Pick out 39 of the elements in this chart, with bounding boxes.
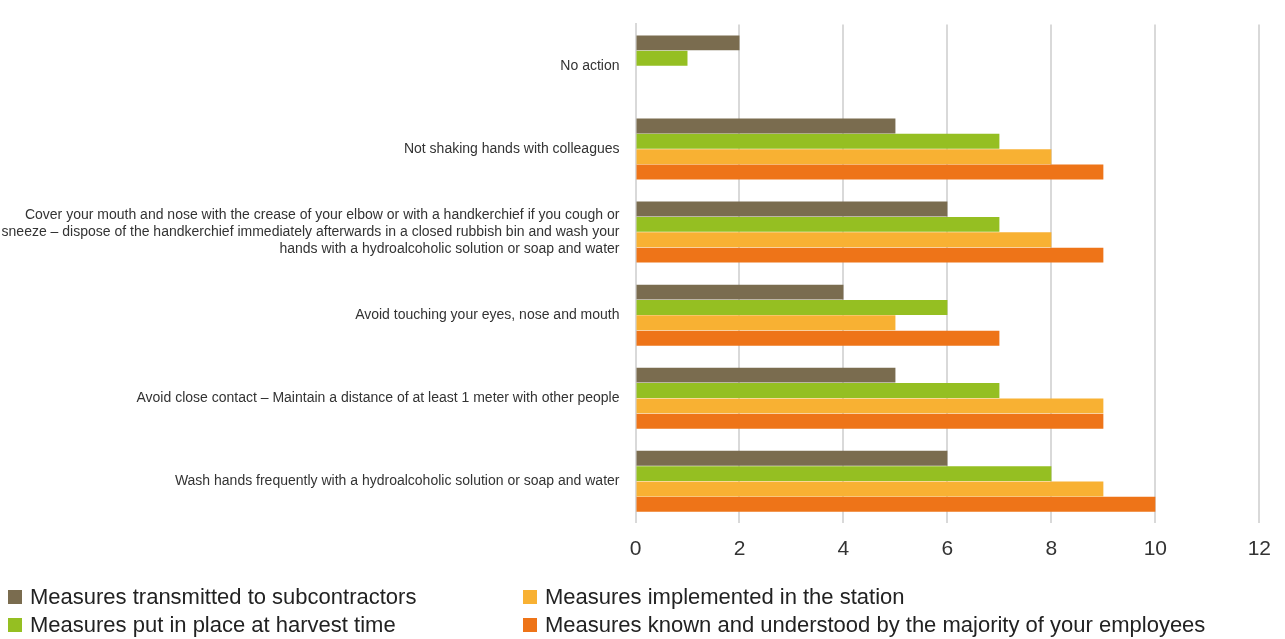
x-tick-label: 6 (941, 536, 954, 560)
bar (636, 383, 1000, 398)
x-tick-label: 12 (1247, 536, 1271, 560)
bar (636, 315, 896, 331)
bar (636, 201, 948, 217)
bar (636, 133, 1000, 149)
y-tick-label: No action (560, 56, 620, 73)
y-tick-label: Wash hands frequently with a hydroalcoholic solution or soap and water (174, 472, 620, 489)
bar (636, 50, 688, 66)
bar (636, 330, 1000, 346)
bar (636, 118, 896, 134)
bar (636, 413, 1104, 429)
bar (636, 247, 1104, 263)
bar (636, 450, 948, 466)
bar (636, 216, 1000, 232)
bar (636, 481, 1104, 497)
bar (636, 164, 1104, 180)
bar (636, 300, 948, 315)
bar (636, 232, 1052, 248)
bar (636, 496, 1156, 512)
x-tick-label: 2 (733, 536, 746, 560)
y-tick-label: Not shaking hands with colleagues (403, 139, 620, 156)
legend-label: Measures known and understood by the majority of your employees (545, 612, 1206, 638)
bar (636, 466, 1052, 482)
x-tick-label: 10 (1143, 536, 1168, 560)
bar (636, 284, 844, 300)
x-tick-label: 0 (629, 536, 642, 560)
legend-label: Measures implemented in the station (545, 584, 905, 610)
x-tick-label: 4 (837, 536, 850, 560)
bar (636, 367, 896, 383)
y-tick-label: Avoid close contact – Maintain a distance of at least 1 meter with other people (136, 389, 620, 406)
y-tick-label: Avoid touching your eyes, nose and mouth (355, 305, 620, 322)
bar (636, 149, 1052, 165)
x-tick-label: 8 (1045, 536, 1058, 560)
legend-label: Measures transmitted to subcontractors (30, 584, 417, 610)
bar (636, 398, 1104, 414)
bar (636, 35, 740, 51)
y-tick-label: Cover your mouth and nose with the crease of your elbow or with a handkerchief if you cough or sneeze – dispose of the handkerchief immediately afterwards in a closed rubbish bin and wash your hands with a hydroalcoholic solution or soap and water (1, 206, 620, 256)
legend-label: Measures put in place at harvest time (30, 612, 396, 638)
